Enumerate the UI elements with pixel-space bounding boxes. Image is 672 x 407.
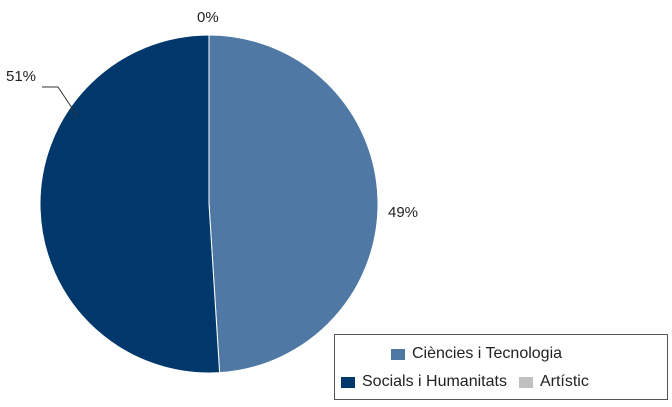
data-label-ciencies: 49% <box>388 204 419 221</box>
legend-row-2: Socials i Humanitats Artístic <box>341 373 601 391</box>
pie-slice-ci-ncies-i-tecnologia <box>208 34 379 374</box>
pie-slices <box>39 34 379 374</box>
legend-label-artistic: Artístic <box>539 373 589 390</box>
legend-entry-artistic: Artístic <box>518 373 589 391</box>
legend-swatch-socials <box>341 376 355 388</box>
legend: Ciències i Tecnologia Socials i Humanita… <box>334 334 668 400</box>
legend-swatch-ciencies <box>391 348 405 360</box>
legend-entry-ciencies: Ciències i Tecnologia <box>391 345 562 363</box>
legend-row-1: Ciències i Tecnologia <box>391 345 574 363</box>
legend-label-socials: Socials i Humanitats <box>362 373 507 390</box>
legend-swatch-artistic <box>518 376 533 388</box>
data-label-socials: 51% <box>6 68 37 85</box>
legend-entry-socials: Socials i Humanitats <box>341 373 507 391</box>
data-label-artistic: 0% <box>197 9 219 26</box>
pie-slice-socials-i-humanitats <box>39 34 221 374</box>
legend-label-ciencies: Ciències i Tecnologia <box>412 345 563 362</box>
leader-line-socials <box>42 86 79 118</box>
